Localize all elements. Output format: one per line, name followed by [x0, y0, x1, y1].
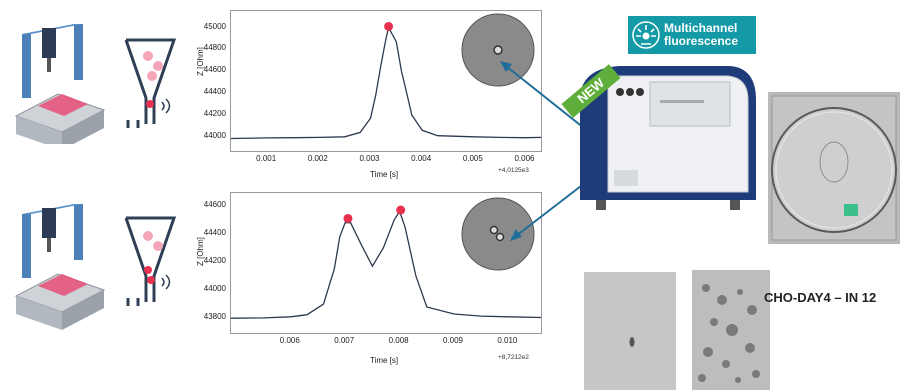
y-tick-label: 44600	[203, 65, 226, 75]
peak-marker-1	[384, 21, 394, 31]
x-tick-label: 0.010	[497, 336, 518, 345]
badge-line-1: Multichannel	[664, 21, 738, 35]
y-tick-label: 44200	[203, 256, 226, 265]
x-tick-label: 0.003	[359, 154, 380, 163]
y-tick-label: 44200	[203, 108, 226, 118]
y-tick-label: 44800	[203, 43, 226, 53]
x-tick-label: 0.004	[411, 154, 432, 163]
chart-bottom-xlabel: Time [s]	[370, 356, 399, 365]
x-tick-label: 0.009	[442, 336, 463, 345]
x-tick-label: 0.005	[462, 154, 483, 163]
nozzle-doublet-diagram	[124, 216, 177, 306]
x-tick-label: 0.008	[388, 336, 409, 345]
bioprinter-top-illustration	[14, 24, 106, 144]
badge-line-2: fluorescence	[664, 34, 739, 48]
cell-line-label: CHO-DAY4 – IN 12	[764, 290, 877, 305]
bioprinter-bottom-illustration	[14, 204, 106, 330]
cell-colony-micrograph	[692, 270, 770, 390]
y-tick-label: 43800	[203, 312, 226, 322]
single-cell-micrograph	[584, 272, 676, 390]
x-tick-label: 0.002	[307, 154, 328, 163]
chart-top-xlabel: Time [s]	[370, 170, 399, 179]
y-tick-label: 44600	[203, 199, 226, 209]
y-tick-label: 44400	[203, 227, 226, 237]
x-tick-label: 0.006	[279, 336, 300, 345]
peak-marker-2	[396, 205, 406, 215]
x-tick-label: 0.006	[514, 154, 535, 163]
impedance-trace	[231, 209, 541, 319]
chart-top-ylabel: Z [Ohm]	[196, 47, 205, 76]
microwell-fluorescence-image	[768, 92, 900, 244]
peak-marker-1	[343, 213, 353, 223]
single-cell-droplet-image	[461, 13, 535, 87]
cell-dispensing-instrument	[580, 66, 756, 210]
chart-bottom-x-offset: +8,7212e2	[498, 354, 529, 361]
fluorescence-burst-icon	[632, 21, 660, 49]
chart-bottom-ylabel: Z [Ohm]	[196, 237, 205, 266]
chart-top-x-offset: +4,0125e3	[498, 167, 529, 174]
doublet-droplet-image	[461, 197, 535, 271]
y-tick-label: 45000	[203, 21, 226, 31]
y-tick-label: 44000	[203, 284, 226, 294]
x-tick-label: 0.001	[256, 154, 277, 163]
nozzle-single-cell-diagram	[124, 38, 177, 128]
x-tick-label: 0.007	[334, 336, 355, 345]
multichannel-fluorescence-badge: Multichannel fluorescence	[628, 16, 756, 54]
y-tick-label: 44000	[203, 130, 226, 140]
y-tick-label: 44400	[203, 87, 226, 97]
